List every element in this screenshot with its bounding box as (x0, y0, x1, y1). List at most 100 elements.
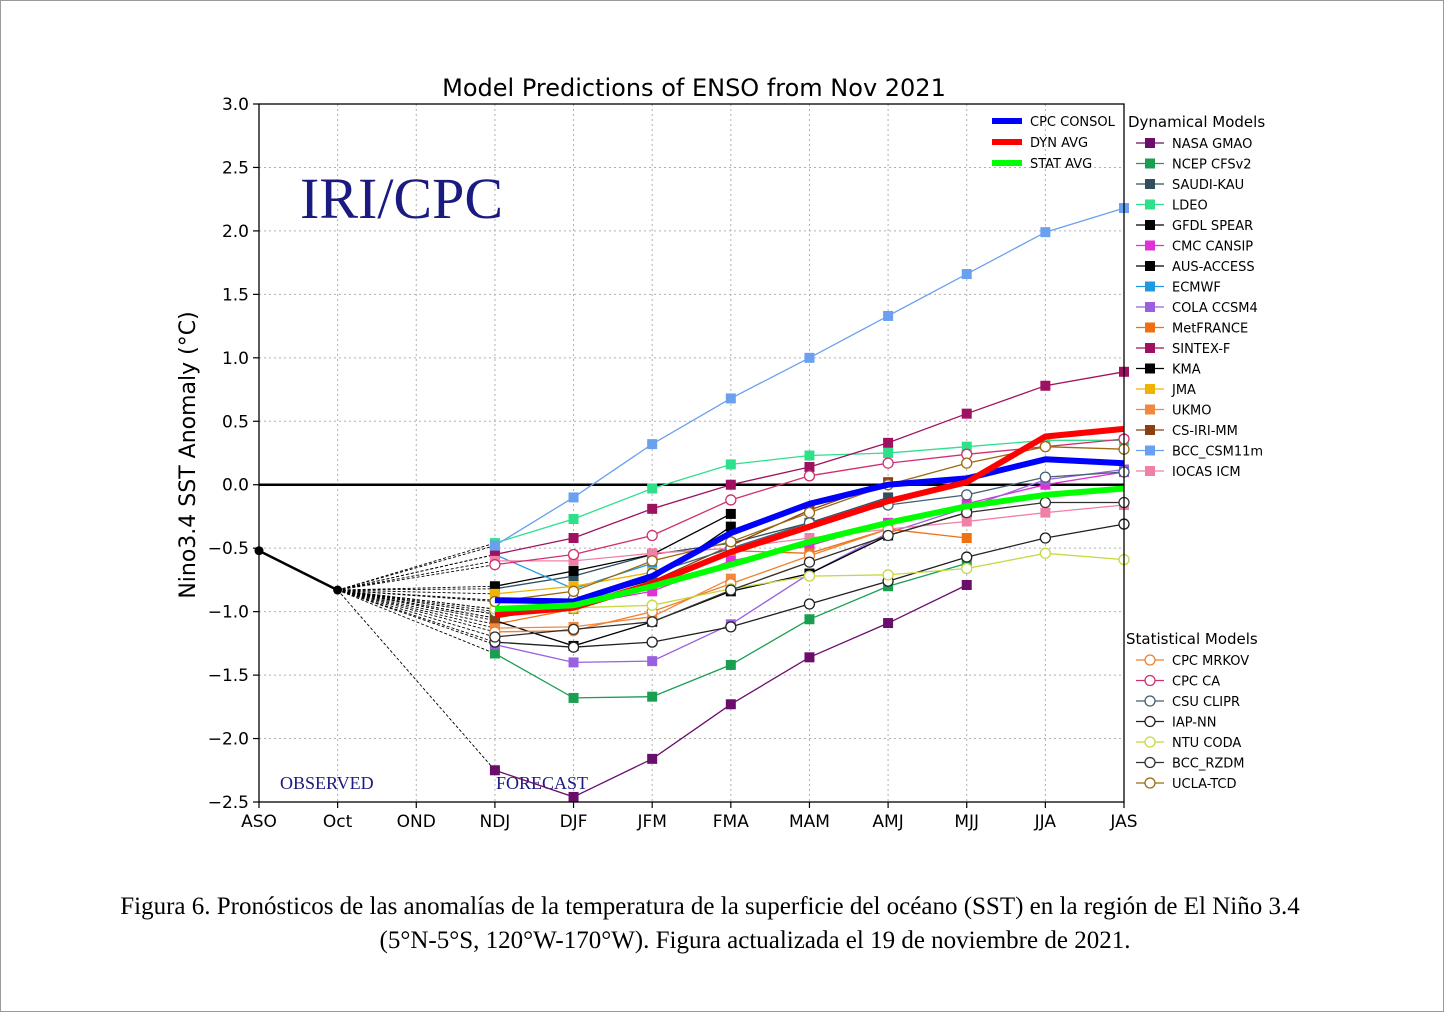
legend-label-bcc-csm11m: BCC_CSM11m (1172, 445, 1263, 460)
point-ntu-coda-jfm (646, 599, 658, 611)
point-cola-ccsm4-jfm (647, 656, 658, 667)
x-tick-label-mam: MAM (789, 812, 830, 832)
x-tick-label-ond: OND (397, 812, 436, 832)
point-ntu-coda-amj (882, 569, 894, 581)
legend-marker-cs-iri-mm (1145, 425, 1155, 435)
point-ncep-cfsv2-jfm (647, 691, 658, 702)
point-bcc-rzdm-djf (567, 623, 580, 636)
observed-label: OBSERVED (280, 773, 374, 793)
point-ncep-cfsv2-djf (568, 692, 579, 703)
point-bcc-csm11m-jja (1040, 227, 1051, 238)
legend-marker-ncep-cfsv2 (1145, 158, 1155, 169)
legend-label-aus-access: AUS-ACCESS (1172, 260, 1255, 275)
y-tick-label-8: −1.0 (208, 603, 249, 623)
series-line-gfdl-spear (494, 513, 732, 587)
plot-frame (258, 103, 1125, 803)
legend-label-saudi-kau: SAUDI-KAU (1172, 178, 1244, 193)
legend-label-metfrance: MetFRANCE (1172, 322, 1248, 337)
avg-line-cpc-consol (494, 456, 1125, 605)
legend-label-cs-iri-mm: CS-IRI-MM (1172, 424, 1238, 439)
point-ldeo-mam (804, 450, 815, 461)
y-tick-label-11: −2.5 (208, 793, 249, 813)
point-sintex-f-fma (725, 479, 736, 490)
point-iap-nn-mjj (961, 551, 973, 563)
point-bcc-csm11m-fma (725, 393, 736, 404)
y-axis-label: Nino3.4 SST Anomaly (°C) (176, 311, 201, 598)
point-csu-clipr-jja (1039, 471, 1052, 483)
legend-label-cola-ccsm4: COLA CCSM4 (1172, 301, 1258, 316)
legend-marker-ecmwf (1145, 281, 1155, 292)
point-ucla-tcd-mam (803, 506, 816, 519)
y-tick-label-3: 1.5 (222, 285, 249, 305)
point-metfrance-mjj (961, 533, 972, 544)
legend-marker-gfdl-spear (1145, 220, 1155, 230)
connector-sintex-f (337, 554, 496, 591)
point-iap-nn-mam (803, 598, 816, 610)
legend-marker-ukmo (1145, 404, 1155, 415)
series-ldeo (489, 435, 1129, 549)
point-bcc-rzdm-mam (803, 556, 816, 568)
point-cs-iri-mm-ndj (489, 612, 500, 623)
legend-marker-ldeo (1145, 199, 1155, 210)
legend-label-iap-nn: IAP-NN (1172, 716, 1216, 731)
point-iap-nn-jfm (646, 636, 658, 648)
legend-marker-iocas-icm (1145, 466, 1155, 476)
point-sintex-f-jfm (647, 503, 658, 514)
connector-gfdl-spear (337, 585, 495, 591)
connector-bcc-csm11m (337, 545, 496, 591)
y-tick-label-6: 0.0 (222, 476, 249, 496)
y-tick-label-2: 2.0 (222, 222, 249, 242)
point-ucla-tcd-fma (725, 536, 737, 548)
point-iocas-icm-mam (804, 533, 815, 544)
connector-bcc-rzdm (337, 589, 496, 638)
legend-marker-nasa-gmao (1145, 138, 1155, 148)
point-ntu-coda-jja (1039, 547, 1052, 559)
series-bcc-rzdm (489, 496, 1130, 643)
point-nasa-gmao-mam (804, 652, 815, 663)
point-ucla-tcd-djf (567, 585, 580, 597)
point-gfdl-spear-djf (568, 566, 579, 577)
connector-ncep-cfsv2 (337, 589, 496, 654)
point-saudi-kau-amj (883, 492, 894, 503)
y-tick-label-10: −2.0 (208, 730, 249, 750)
x-tick-label-ndj: NDJ (479, 812, 510, 832)
y-tick-label-9: −1.5 (208, 666, 249, 686)
legend-label-ldeo: LDEO (1172, 199, 1208, 214)
legend-label-ecmwf: ECMWF (1172, 281, 1221, 296)
x-tick-label-fma: FMA (713, 812, 749, 832)
chart-title: Model Predictions of ENSO from Nov 2021 (442, 74, 946, 102)
point-bcc-csm11m-jfm (647, 439, 658, 450)
series-layer (254, 203, 1130, 802)
point-ldeo-fma (725, 459, 736, 470)
legend-marker-ntu-coda (1144, 736, 1156, 748)
legend-label-cpc-mrkov: CPC MRKOV (1172, 654, 1249, 669)
point-cpc-ca-jfm (646, 529, 658, 542)
point-ldeo-mjj (961, 441, 972, 452)
enso-chart: Model Predictions of ENSO from Nov 2021 … (176, 74, 1265, 832)
point-ntu-coda-mam (803, 570, 816, 582)
point-cpc-ca-mam (803, 470, 816, 482)
point-nasa-gmao-fma (725, 699, 736, 710)
point-ldeo-djf (568, 513, 579, 524)
point-ncep-cfsv2-ndj (489, 648, 500, 659)
caption-line-2: (5°N-5°S, 120°W-170°W). Figura actualiza… (379, 927, 1131, 954)
legend-marker-sintex-f (1145, 343, 1155, 353)
legend-main-label-cpc-consol: CPC CONSOL (1030, 115, 1116, 130)
point-nasa-gmao-amj (883, 618, 894, 629)
legend-main-label-stat-avg: STAT AVG (1030, 157, 1092, 172)
point-iocas-icm-jfm (647, 548, 658, 559)
y-tick-label-4: 1.0 (222, 349, 249, 369)
caption-line-1: Figura 6. Pronósticos de las anomalías d… (120, 893, 1300, 920)
legend-label-kma: KMA (1172, 363, 1201, 378)
legend-label-gfdl-spear: GFDL SPEAR (1172, 219, 1253, 234)
axes-layer: 3.0 2.5 2.0 1.5 1.0 0.5 0.0 −0.5 −1.0 −1.5 −2.0 −2.… (208, 95, 1138, 832)
point-bcc-rzdm-jja (1039, 496, 1052, 509)
connector-cpc-mrkov (337, 589, 496, 633)
point-ucla-tcd-jja (1039, 441, 1052, 453)
figure-caption: Figura 6. Pronósticos de las anomalías d… (0, 890, 1420, 958)
point-ldeo-jja (1040, 435, 1051, 446)
legend-statistical-title: Statistical Models (1126, 630, 1258, 648)
legend-marker-ucla-tcd (1144, 777, 1156, 789)
point-ncep-cfsv2-fma (725, 659, 736, 670)
connector-cpc-ca (337, 564, 495, 591)
